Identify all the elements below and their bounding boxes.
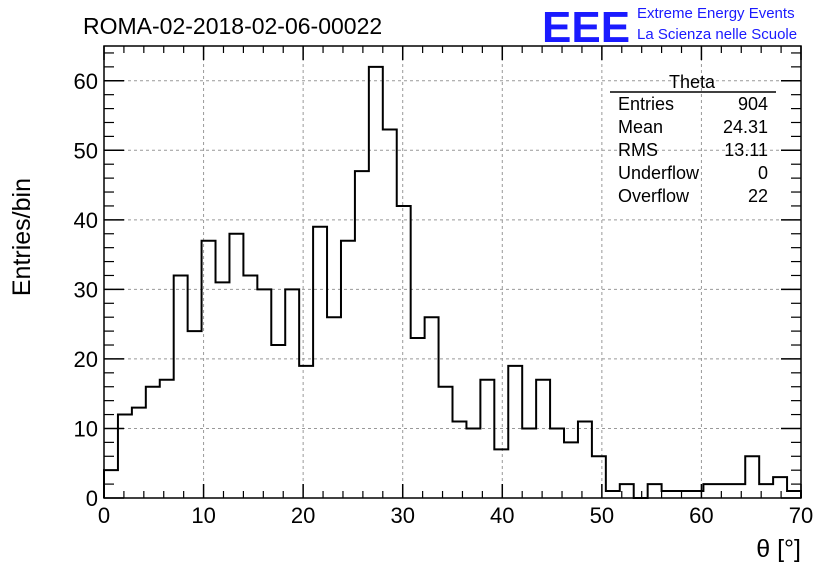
chart-title: ROMA-02-2018-02-06-00022 [83,13,382,39]
stats-box: Theta Entries 904 Mean 24.31 RMS 13.11 U… [610,72,776,206]
stats-value: 0 [758,163,768,183]
y-tick-labels: 0 10 20 30 40 50 60 [74,69,98,511]
axis-ticks [103,46,802,499]
stats-value: 904 [738,94,768,114]
y-axis-title: Entries/bin [8,178,36,296]
y-tick-label: 20 [74,347,98,372]
histogram-outline [103,65,802,499]
x-tick-label: 60 [689,503,713,528]
stats-row-overflow: Overflow 22 [618,186,768,206]
grid-lines [104,46,801,498]
stats-label: Mean [618,117,663,137]
x-tick-label: 70 [789,503,813,528]
stats-value: 22 [748,186,768,206]
stats-row-entries: Entries 904 [618,94,768,114]
stats-row-mean: Mean 24.31 [618,117,768,137]
logo-line-1: Extreme Energy Events [637,5,795,22]
x-axis-title: θ [°] [756,535,801,563]
stats-label: Entries [618,94,674,114]
x-tick-label: 40 [490,503,514,528]
y-tick-label: 10 [74,416,98,441]
stats-title: Theta [669,72,716,92]
stats-row-rms: RMS 13.11 [618,140,768,160]
stats-label: Underflow [618,163,700,183]
x-tick-label: 10 [191,503,215,528]
y-tick-label: 40 [74,208,98,233]
stats-value: 24.31 [723,117,768,137]
x-tick-label: 50 [590,503,614,528]
stats-label: RMS [618,140,658,160]
y-tick-label: 50 [74,138,98,163]
y-tick-label: 60 [74,69,98,94]
stats-row-underflow: Underflow 0 [618,163,768,183]
stats-value: 13.11 [724,140,768,160]
y-tick-label: 30 [74,277,98,302]
eee-logo-mark: EEE [542,3,630,52]
x-tick-label: 30 [390,503,414,528]
y-tick-label: 0 [86,486,98,511]
x-tick-label: 20 [291,503,315,528]
plot-frame [103,45,802,499]
logo-line-2: La Scienza nelle Scuole [637,26,797,43]
x-tick-labels: 0 10 20 30 40 50 60 70 [98,503,813,528]
x-tick-label: 0 [98,503,110,528]
stats-label: Overflow [618,186,690,206]
